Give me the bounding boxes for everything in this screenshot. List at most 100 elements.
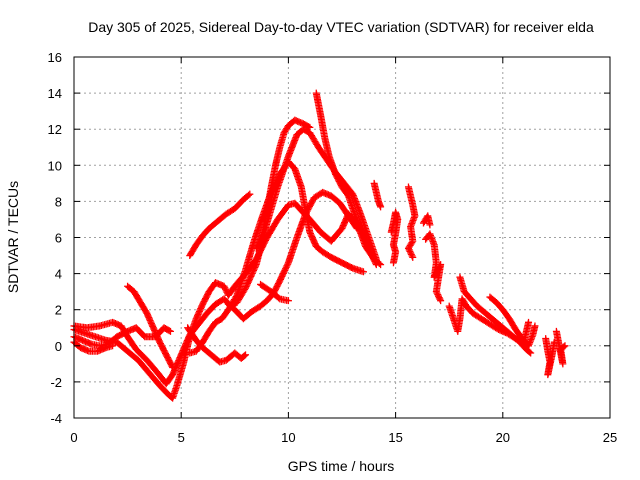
data-point xyxy=(369,253,377,261)
x-tick-label: 25 xyxy=(603,430,617,445)
data-point xyxy=(279,269,287,277)
data-point xyxy=(283,262,291,270)
y-tick-label: 16 xyxy=(48,50,62,65)
data-point xyxy=(109,342,117,350)
data-point xyxy=(404,244,412,252)
data-point xyxy=(409,253,417,261)
data-point xyxy=(245,191,253,199)
data-point xyxy=(278,272,286,280)
data-point xyxy=(281,266,289,274)
data-point xyxy=(435,294,443,302)
series-track-13 xyxy=(370,179,385,211)
data-point xyxy=(372,261,380,269)
y-axis-label: SDTVAR / TECUs xyxy=(5,181,21,293)
data-point xyxy=(407,249,415,257)
y-tick-label: 10 xyxy=(48,158,62,173)
series-track-3 xyxy=(70,324,174,350)
data-point xyxy=(426,221,434,229)
series-track-20 xyxy=(486,293,539,350)
data-point xyxy=(408,252,416,260)
x-axis-label: GPS time / hours xyxy=(288,458,395,474)
series-track-17 xyxy=(422,230,445,305)
data-point xyxy=(407,250,415,258)
data-point xyxy=(371,258,379,266)
data-point xyxy=(432,288,440,296)
data-point xyxy=(252,262,260,270)
data-point xyxy=(525,318,533,326)
data-point xyxy=(284,260,292,268)
data-point xyxy=(168,362,176,370)
series-track-7 xyxy=(184,324,250,366)
data-point xyxy=(220,282,228,290)
series-track-10 xyxy=(257,280,292,305)
data-point xyxy=(276,277,284,285)
data-point xyxy=(527,349,535,357)
data-point xyxy=(437,297,445,305)
data-point xyxy=(169,363,177,371)
data-point xyxy=(370,256,378,264)
data-point xyxy=(561,342,569,350)
data-point xyxy=(305,123,313,131)
data-point xyxy=(222,285,230,293)
data-point xyxy=(277,274,285,282)
series-track-22 xyxy=(552,327,569,368)
data-point xyxy=(405,246,413,254)
y-tick-label: 14 xyxy=(48,86,62,101)
data-point xyxy=(240,352,248,360)
data-point xyxy=(531,322,539,330)
series-track-11 xyxy=(252,116,314,252)
x-tick-label: 5 xyxy=(178,430,185,445)
series-track-5 xyxy=(124,282,177,371)
series-track-14 xyxy=(387,208,402,267)
series-track-16 xyxy=(419,212,434,229)
data-point xyxy=(377,203,385,211)
series-track-21 xyxy=(542,335,558,379)
x-tick-label: 20 xyxy=(496,430,510,445)
series-track-9 xyxy=(224,188,361,323)
data-points xyxy=(70,89,569,402)
data-point xyxy=(246,190,254,198)
data-point xyxy=(560,343,568,351)
data-point xyxy=(406,247,414,255)
data-point xyxy=(306,123,314,131)
x-tick-label: 10 xyxy=(281,430,295,445)
axis-ticks xyxy=(73,56,611,419)
data-point xyxy=(284,297,292,305)
data-point xyxy=(277,275,285,283)
data-point xyxy=(359,268,367,276)
series-track-18 xyxy=(445,295,533,344)
series-track-15 xyxy=(404,183,419,261)
data-point xyxy=(242,351,250,359)
y-tick-label: 12 xyxy=(48,122,62,137)
y-tick-labels: -4 -2 0 2 4 6 8 10 12 14 16 xyxy=(48,50,62,426)
y-tick-label: 0 xyxy=(55,339,62,354)
chart-title: Day 305 of 2025, Sidereal Day-to-day VTE… xyxy=(88,19,594,35)
y-tick-label: 8 xyxy=(55,194,62,209)
data-point xyxy=(389,259,397,267)
series-track-19 xyxy=(456,273,535,357)
data-point xyxy=(282,263,290,271)
x-tick-label: 15 xyxy=(388,430,402,445)
y-tick-label: 4 xyxy=(55,267,62,282)
data-point xyxy=(372,259,380,267)
data-point xyxy=(369,255,377,263)
y-tick-label: 6 xyxy=(55,231,62,246)
data-point xyxy=(221,284,229,292)
x-tick-label: 0 xyxy=(70,430,77,445)
series-track-8 xyxy=(186,190,254,260)
series-track-12 xyxy=(312,89,380,269)
data-point xyxy=(434,291,442,299)
data-point xyxy=(434,292,442,300)
data-point xyxy=(279,271,287,279)
series-track-2 xyxy=(70,125,380,388)
x-tick-labels: 0 5 10 15 20 25 xyxy=(70,430,617,445)
data-point xyxy=(433,289,441,297)
grid xyxy=(74,57,610,418)
y-tick-label: 2 xyxy=(55,303,62,318)
y-tick-label: -2 xyxy=(50,375,62,390)
data-point xyxy=(165,327,173,335)
data-point xyxy=(166,327,174,335)
data-point xyxy=(368,252,376,260)
data-point xyxy=(280,268,288,276)
